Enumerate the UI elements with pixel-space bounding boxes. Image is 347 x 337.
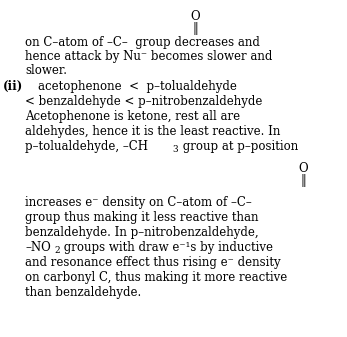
Text: ‖: ‖: [300, 174, 306, 187]
Text: slower.: slower.: [25, 64, 67, 77]
Text: increases e⁻ density on C–atom of –C–: increases e⁻ density on C–atom of –C–: [25, 196, 252, 209]
Text: O: O: [190, 10, 200, 23]
Text: –NO: –NO: [25, 241, 51, 254]
Text: hence attack by Nu⁻ becomes slower and: hence attack by Nu⁻ becomes slower and: [25, 50, 272, 63]
Text: p–tolualdehyde, –CH: p–tolualdehyde, –CH: [25, 140, 148, 153]
Text: < benzaldehyde < p–nitrobenzaldehyde: < benzaldehyde < p–nitrobenzaldehyde: [25, 95, 262, 108]
Text: O: O: [298, 162, 308, 175]
Text: on carbonyl C, thus making it more reactive: on carbonyl C, thus making it more react…: [25, 271, 287, 284]
Text: benzaldehyde. In p–nitrobenzaldehyde,: benzaldehyde. In p–nitrobenzaldehyde,: [25, 226, 259, 239]
Text: ‖: ‖: [192, 22, 198, 35]
Text: (ii): (ii): [3, 80, 23, 93]
Text: 2: 2: [54, 246, 60, 255]
Text: 3: 3: [172, 145, 178, 154]
Text: group at p–position: group at p–position: [179, 140, 298, 153]
Text: and resonance effect thus rising e⁻ density: and resonance effect thus rising e⁻ dens…: [25, 256, 281, 269]
Text: acetophenone  <  p–tolualdehyde: acetophenone < p–tolualdehyde: [38, 80, 237, 93]
Text: than benzaldehyde.: than benzaldehyde.: [25, 286, 141, 299]
Text: groups with draw e⁻¹s by inductive: groups with draw e⁻¹s by inductive: [60, 241, 273, 254]
Text: aldehydes, hence it is the least reactive. In: aldehydes, hence it is the least reactiv…: [25, 125, 280, 138]
Text: group thus making it less reactive than: group thus making it less reactive than: [25, 211, 259, 224]
Text: Acetophenone is ketone, rest all are: Acetophenone is ketone, rest all are: [25, 110, 240, 123]
Text: on C–atom of –C–  group decreases and: on C–atom of –C– group decreases and: [25, 36, 260, 49]
